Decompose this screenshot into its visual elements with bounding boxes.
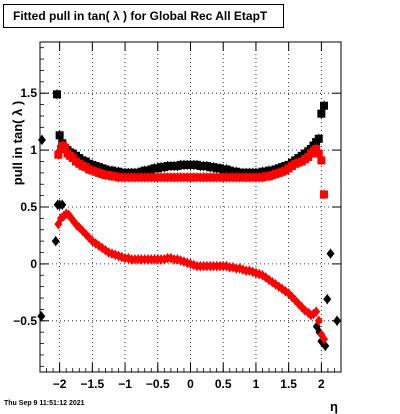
data-point-square bbox=[317, 109, 326, 118]
y-axis-label: pull in tan( λ ) bbox=[10, 101, 25, 186]
data-point-diamond bbox=[51, 236, 60, 247]
data-points bbox=[37, 89, 342, 351]
y-tick-label: 0 bbox=[30, 257, 37, 271]
data-point-diamond bbox=[314, 315, 323, 326]
x-tick-label: −1 bbox=[118, 377, 132, 391]
data-point-diamond bbox=[323, 294, 332, 305]
x-tick-label: 2 bbox=[318, 377, 325, 391]
data-point-diamond bbox=[107, 248, 116, 259]
y-tick-label: 0.5 bbox=[20, 200, 37, 214]
data-point-square bbox=[55, 131, 64, 140]
data-point-diamond bbox=[312, 306, 321, 317]
data-point-square bbox=[319, 101, 328, 110]
x-tick-label: −1.5 bbox=[80, 377, 104, 391]
data-point-square bbox=[312, 144, 321, 153]
data-point-diamond bbox=[319, 334, 328, 344]
data-point-diamond bbox=[58, 199, 67, 210]
data-point-diamond bbox=[248, 266, 257, 277]
data-point-diamond bbox=[326, 248, 335, 259]
grid-lines bbox=[40, 42, 341, 372]
x-tick-label: 1 bbox=[253, 377, 260, 391]
timestamp: Thu Sep 9 11:51:12 2021 bbox=[4, 400, 85, 407]
x-tick-label: −0.5 bbox=[146, 377, 170, 391]
data-point-square bbox=[60, 143, 69, 152]
x-tick-label: 0 bbox=[187, 377, 194, 391]
data-point-diamond bbox=[56, 213, 65, 224]
data-point-diamond bbox=[37, 134, 46, 145]
data-point-diamond bbox=[333, 315, 342, 326]
axes: −2 −1.5 −1 −0.5 0 0.5 1 1.5 2 −0.5 0 0.5 1 1.5 bbox=[13, 42, 341, 391]
data-point-square bbox=[53, 90, 62, 99]
data-point-square bbox=[317, 156, 326, 165]
data-point-diamond bbox=[37, 311, 46, 322]
y-tick-label: −0.5 bbox=[13, 314, 37, 328]
data-point-square bbox=[314, 149, 323, 158]
x-tick-label: 0.5 bbox=[215, 377, 232, 391]
y-tick-label: 1.5 bbox=[20, 86, 37, 100]
data-point-diamond bbox=[160, 254, 169, 265]
x-axis-label: η bbox=[330, 399, 338, 414]
data-point-square bbox=[54, 150, 63, 159]
x-tick-label: 1.5 bbox=[280, 377, 297, 391]
chart-title: Fitted pull in tan( λ ) for Global Rec A… bbox=[3, 4, 284, 28]
data-point-square bbox=[314, 134, 323, 143]
x-tick-label: −2 bbox=[53, 377, 67, 391]
y-tick-label: 1 bbox=[30, 143, 37, 157]
data-point-square bbox=[319, 190, 328, 199]
